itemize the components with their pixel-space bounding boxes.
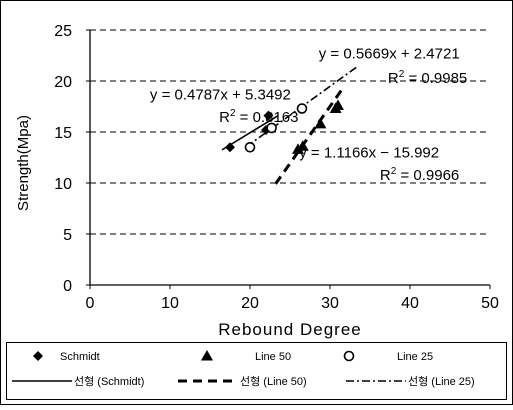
data-point-line50 xyxy=(314,117,327,129)
data-point-line50 xyxy=(292,143,304,154)
legend-label-line50: Line 50 xyxy=(255,351,291,363)
trendline-line50 xyxy=(274,88,344,185)
legend-marker-line25 xyxy=(343,350,355,362)
r-squared-superscript: 2 xyxy=(399,69,405,80)
x-tick-label: 10 xyxy=(161,295,179,312)
legend-marker-line50 xyxy=(201,350,213,361)
y-tick-label: 5 xyxy=(63,227,72,244)
legend-label-schmidt: Schmidt xyxy=(60,351,100,363)
y-axis-title: Strength(Mpa) xyxy=(15,115,32,211)
r-squared-label-line25: R2 = 0.9985 xyxy=(388,69,467,87)
legend-label-line25: Line 25 xyxy=(397,351,433,363)
x-tick-label: 40 xyxy=(401,295,419,312)
r-squared-label-schmidt: R2 = 0.8163 xyxy=(219,108,298,126)
r-squared-value: = 0.8163 xyxy=(236,109,299,126)
y-tick-label: 20 xyxy=(54,74,72,91)
x-tick-label: 20 xyxy=(241,295,259,312)
data-point-line25 xyxy=(266,122,277,134)
legend-label-trend-schmidt: 선형 (Schmidt) xyxy=(74,375,144,388)
r-squared-label-line50: R2 = 0.9966 xyxy=(380,166,459,184)
data-point-line25 xyxy=(296,103,308,114)
r-squared-symbol: R xyxy=(219,109,230,126)
x-tick-label: 30 xyxy=(321,295,339,312)
axes-layer: 0 5 10 15 20 25 0 10 20 30 40 50 xyxy=(54,23,499,312)
data-point-line25 xyxy=(244,142,256,153)
r-squared-symbol: R xyxy=(388,70,399,87)
equation-label-line50: y = 1.1166x − 15.992 xyxy=(299,145,439,162)
data-point-line50 xyxy=(296,140,309,151)
r-squared-superscript: 2 xyxy=(391,166,397,177)
equation-label-line25: y = 0.5669x + 2.4721 xyxy=(319,46,460,63)
y-tick-label: 0 xyxy=(63,278,72,295)
legend-box xyxy=(6,342,507,400)
r-squared-value: = 0.9966 xyxy=(396,167,459,184)
data-point-schmidt xyxy=(261,124,271,135)
legend: Schmidt Line 50 Line 25 선형 (Schmidt) 선형 (Lin… xyxy=(6,342,507,400)
r-squared-value: = 0.9985 xyxy=(404,70,467,87)
y-tick-label: 25 xyxy=(54,23,72,40)
legend-marker-schmidt xyxy=(33,351,43,361)
y-tick-label: 10 xyxy=(54,176,72,193)
legend-label-trend-line25: 선형 (Line 25) xyxy=(408,375,475,388)
data-point-schmidt xyxy=(225,142,235,153)
r-squared-superscript: 2 xyxy=(230,108,236,119)
y-tick-label: 15 xyxy=(54,125,72,142)
marker-layer xyxy=(225,99,344,154)
x-axis-title: Rebound Degree xyxy=(218,320,361,339)
x-tick-label: 0 xyxy=(86,295,95,312)
r-squared-symbol: R xyxy=(380,167,391,184)
equation-label-schmidt: y = 0.4787x + 5.3492 xyxy=(150,86,291,103)
grid-layer xyxy=(90,29,490,235)
data-point-schmidt xyxy=(263,110,274,121)
x-tick-label: 50 xyxy=(481,295,499,312)
legend-label-trend-line50: 선형 (Line 50) xyxy=(240,375,307,388)
data-point-line50 xyxy=(332,99,344,110)
